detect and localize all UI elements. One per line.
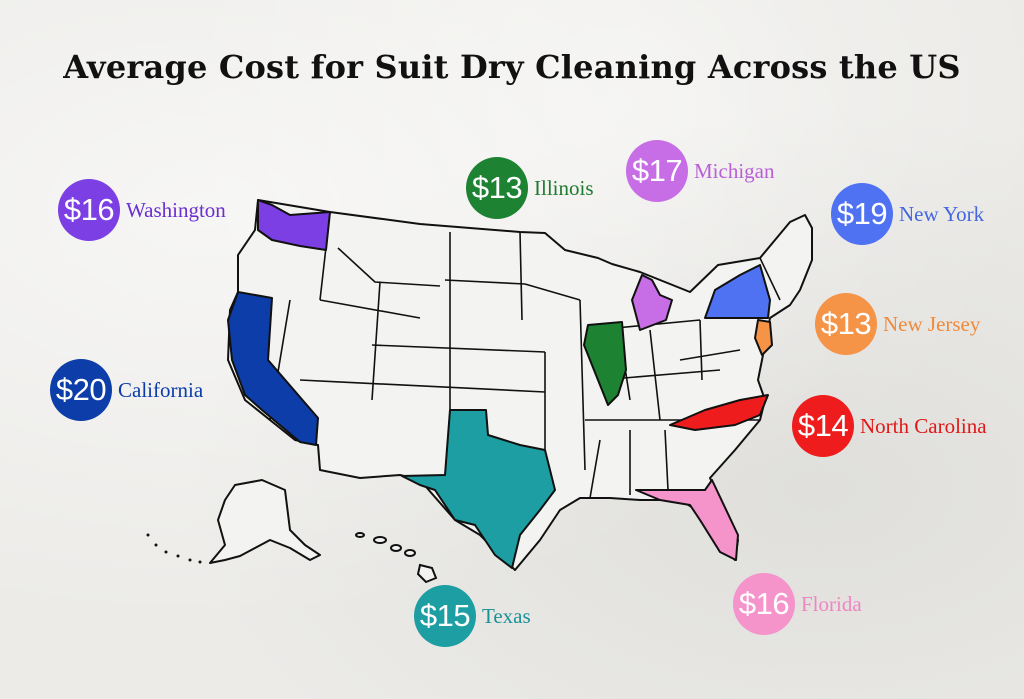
state-label: Texas xyxy=(482,603,531,628)
badge-michigan: $17 Michigan xyxy=(626,139,774,203)
price-bubble: $16 xyxy=(58,179,120,241)
price-bubble: $16 xyxy=(733,573,795,635)
illinois-state-shape xyxy=(583,321,627,406)
hawaii-shape xyxy=(355,532,438,584)
texas-state-shape xyxy=(401,409,556,569)
state-label: New Jersey xyxy=(883,311,981,336)
north-carolina-state-shape xyxy=(669,394,769,431)
state-label: New York xyxy=(899,201,985,226)
alaska-shape xyxy=(209,479,321,564)
price-bubble: $19 xyxy=(831,183,893,245)
washington-state-shape xyxy=(257,199,331,251)
state-label: Washington xyxy=(126,197,226,222)
badge-california: $20 California xyxy=(50,358,203,422)
state-label: North Carolina xyxy=(860,413,987,438)
price-bubble: $20 xyxy=(50,359,112,421)
badge-illinois: $13 Illinois xyxy=(466,156,594,220)
map-title: Average Cost for Suit Dry Cleaning Acros… xyxy=(63,48,961,86)
price-bubble: $17 xyxy=(626,140,688,202)
price-bubble: $14 xyxy=(792,395,854,457)
price-bubble: $15 xyxy=(414,585,476,647)
badge-washington: $16 Washington xyxy=(58,178,226,242)
florida-state-shape xyxy=(635,479,739,561)
price-bubble: $13 xyxy=(815,293,877,355)
state-label: Florida xyxy=(801,591,862,616)
state-label: California xyxy=(118,377,204,402)
new-york-state-shape xyxy=(704,264,771,319)
new-jersey-state-shape xyxy=(754,319,773,356)
state-label: Illinois xyxy=(534,175,594,200)
badge-florida: $16 Florida xyxy=(733,572,862,636)
badge-new-york: $19 New York xyxy=(831,182,984,246)
badge-new-jersey: $13 New Jersey xyxy=(815,292,980,356)
price-bubble: $13 xyxy=(466,157,528,219)
state-label: Michigan xyxy=(694,158,775,183)
michigan-state-shape xyxy=(631,274,673,331)
aleutian-islands xyxy=(146,533,202,564)
california-state-shape xyxy=(227,291,319,446)
badge-north-carolina: $14 North Carolina xyxy=(792,394,987,458)
badge-texas: $15 Texas xyxy=(414,584,531,648)
